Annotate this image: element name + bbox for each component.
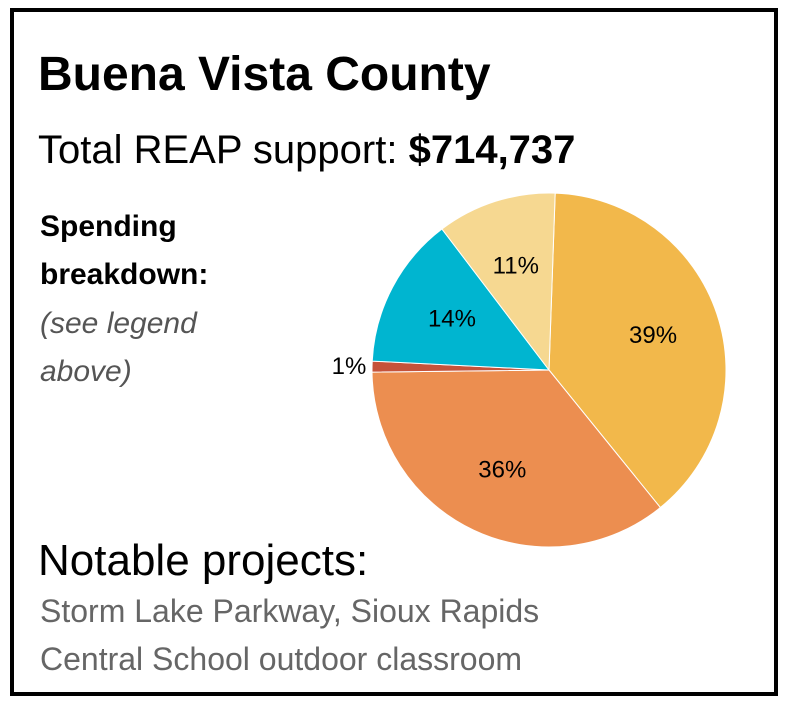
breakdown-title: breakdown: (40, 258, 208, 291)
chart-title: Buena Vista County (38, 48, 491, 101)
slice-label: 14% (428, 306, 476, 333)
pie-slice (371, 228, 551, 371)
slice-label: 36% (478, 456, 526, 483)
pie-slice (441, 192, 556, 372)
project-text: Storm Lake Parkway, Sioux Rapids (40, 593, 539, 629)
breakdown-note: above) (40, 355, 132, 388)
subtitle-label: Total REAP support: (38, 128, 397, 172)
slice-label: 1% (332, 353, 367, 380)
slice-label: 39% (629, 322, 677, 349)
breakdown-note: (see legend (40, 307, 198, 340)
slice-label: 11% (493, 252, 539, 279)
pie-slice (371, 369, 662, 548)
breakdown-title: Spending (40, 210, 177, 243)
project-text: Central School outdoor classroom (40, 641, 522, 677)
subtitle: Total REAP support: $714,737 (38, 128, 575, 172)
projects-title: Notable projects: (38, 536, 368, 585)
total: $714,737 (409, 128, 576, 172)
pie-slice (548, 192, 727, 509)
pie: 39% 36% 1% 14% 11% (332, 192, 727, 548)
